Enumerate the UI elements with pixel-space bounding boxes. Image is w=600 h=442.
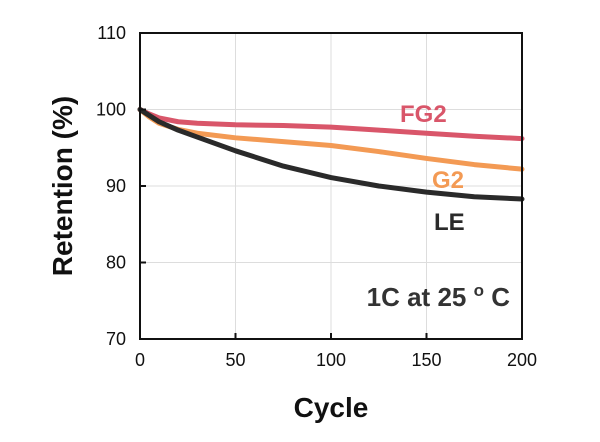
annotation-superscript: o: [474, 281, 484, 300]
x-tick-label: 0: [135, 350, 145, 370]
series-line-le: [137, 107, 525, 202]
y-tick-label: 90: [106, 176, 126, 196]
series-label-fg2: FG2: [400, 101, 447, 128]
series-label-le: LE: [434, 209, 465, 236]
x-tick-label: 200: [507, 350, 537, 370]
annotation-unit-text: C: [491, 282, 510, 312]
series-layer: [137, 107, 525, 202]
series-label-layer: FG2 G2 LE: [400, 101, 465, 236]
x-tick-label: 50: [225, 350, 245, 370]
x-tick-label: 150: [411, 350, 441, 370]
annotation-main-text: 1C at 25: [367, 282, 474, 312]
ticks-layer: [139, 32, 523, 340]
grid-layer: [140, 33, 522, 339]
y-tick-label: 110: [97, 23, 126, 43]
y-tick-label: 100: [96, 100, 126, 120]
y-tick-label: 70: [106, 329, 126, 349]
x-tick-label: 100: [316, 350, 346, 370]
tick-label-layer: 0 50 100 150 200 70 80 90 100 110: [96, 23, 537, 370]
y-tick-label: 80: [106, 253, 126, 273]
y-axis-title: Retention (%): [47, 96, 78, 276]
series-line-fg2: [137, 107, 525, 142]
x-axis-title: Cycle: [294, 392, 369, 423]
condition-annotation: 1C at 25 o C: [367, 272, 511, 312]
series-label-g2: G2: [432, 167, 464, 194]
